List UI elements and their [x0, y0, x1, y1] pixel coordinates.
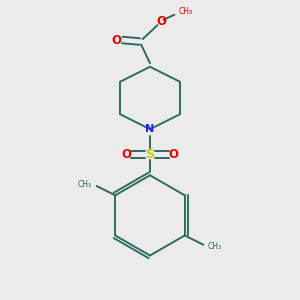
Text: O: O: [121, 148, 131, 161]
Text: O: O: [169, 148, 179, 161]
Text: CH₃: CH₃: [208, 242, 222, 251]
Text: CH₃: CH₃: [78, 180, 92, 189]
Text: O: O: [111, 34, 122, 46]
Text: S: S: [146, 148, 154, 161]
Text: N: N: [146, 124, 154, 134]
Text: CH₃: CH₃: [178, 7, 192, 16]
Text: O: O: [156, 15, 166, 28]
